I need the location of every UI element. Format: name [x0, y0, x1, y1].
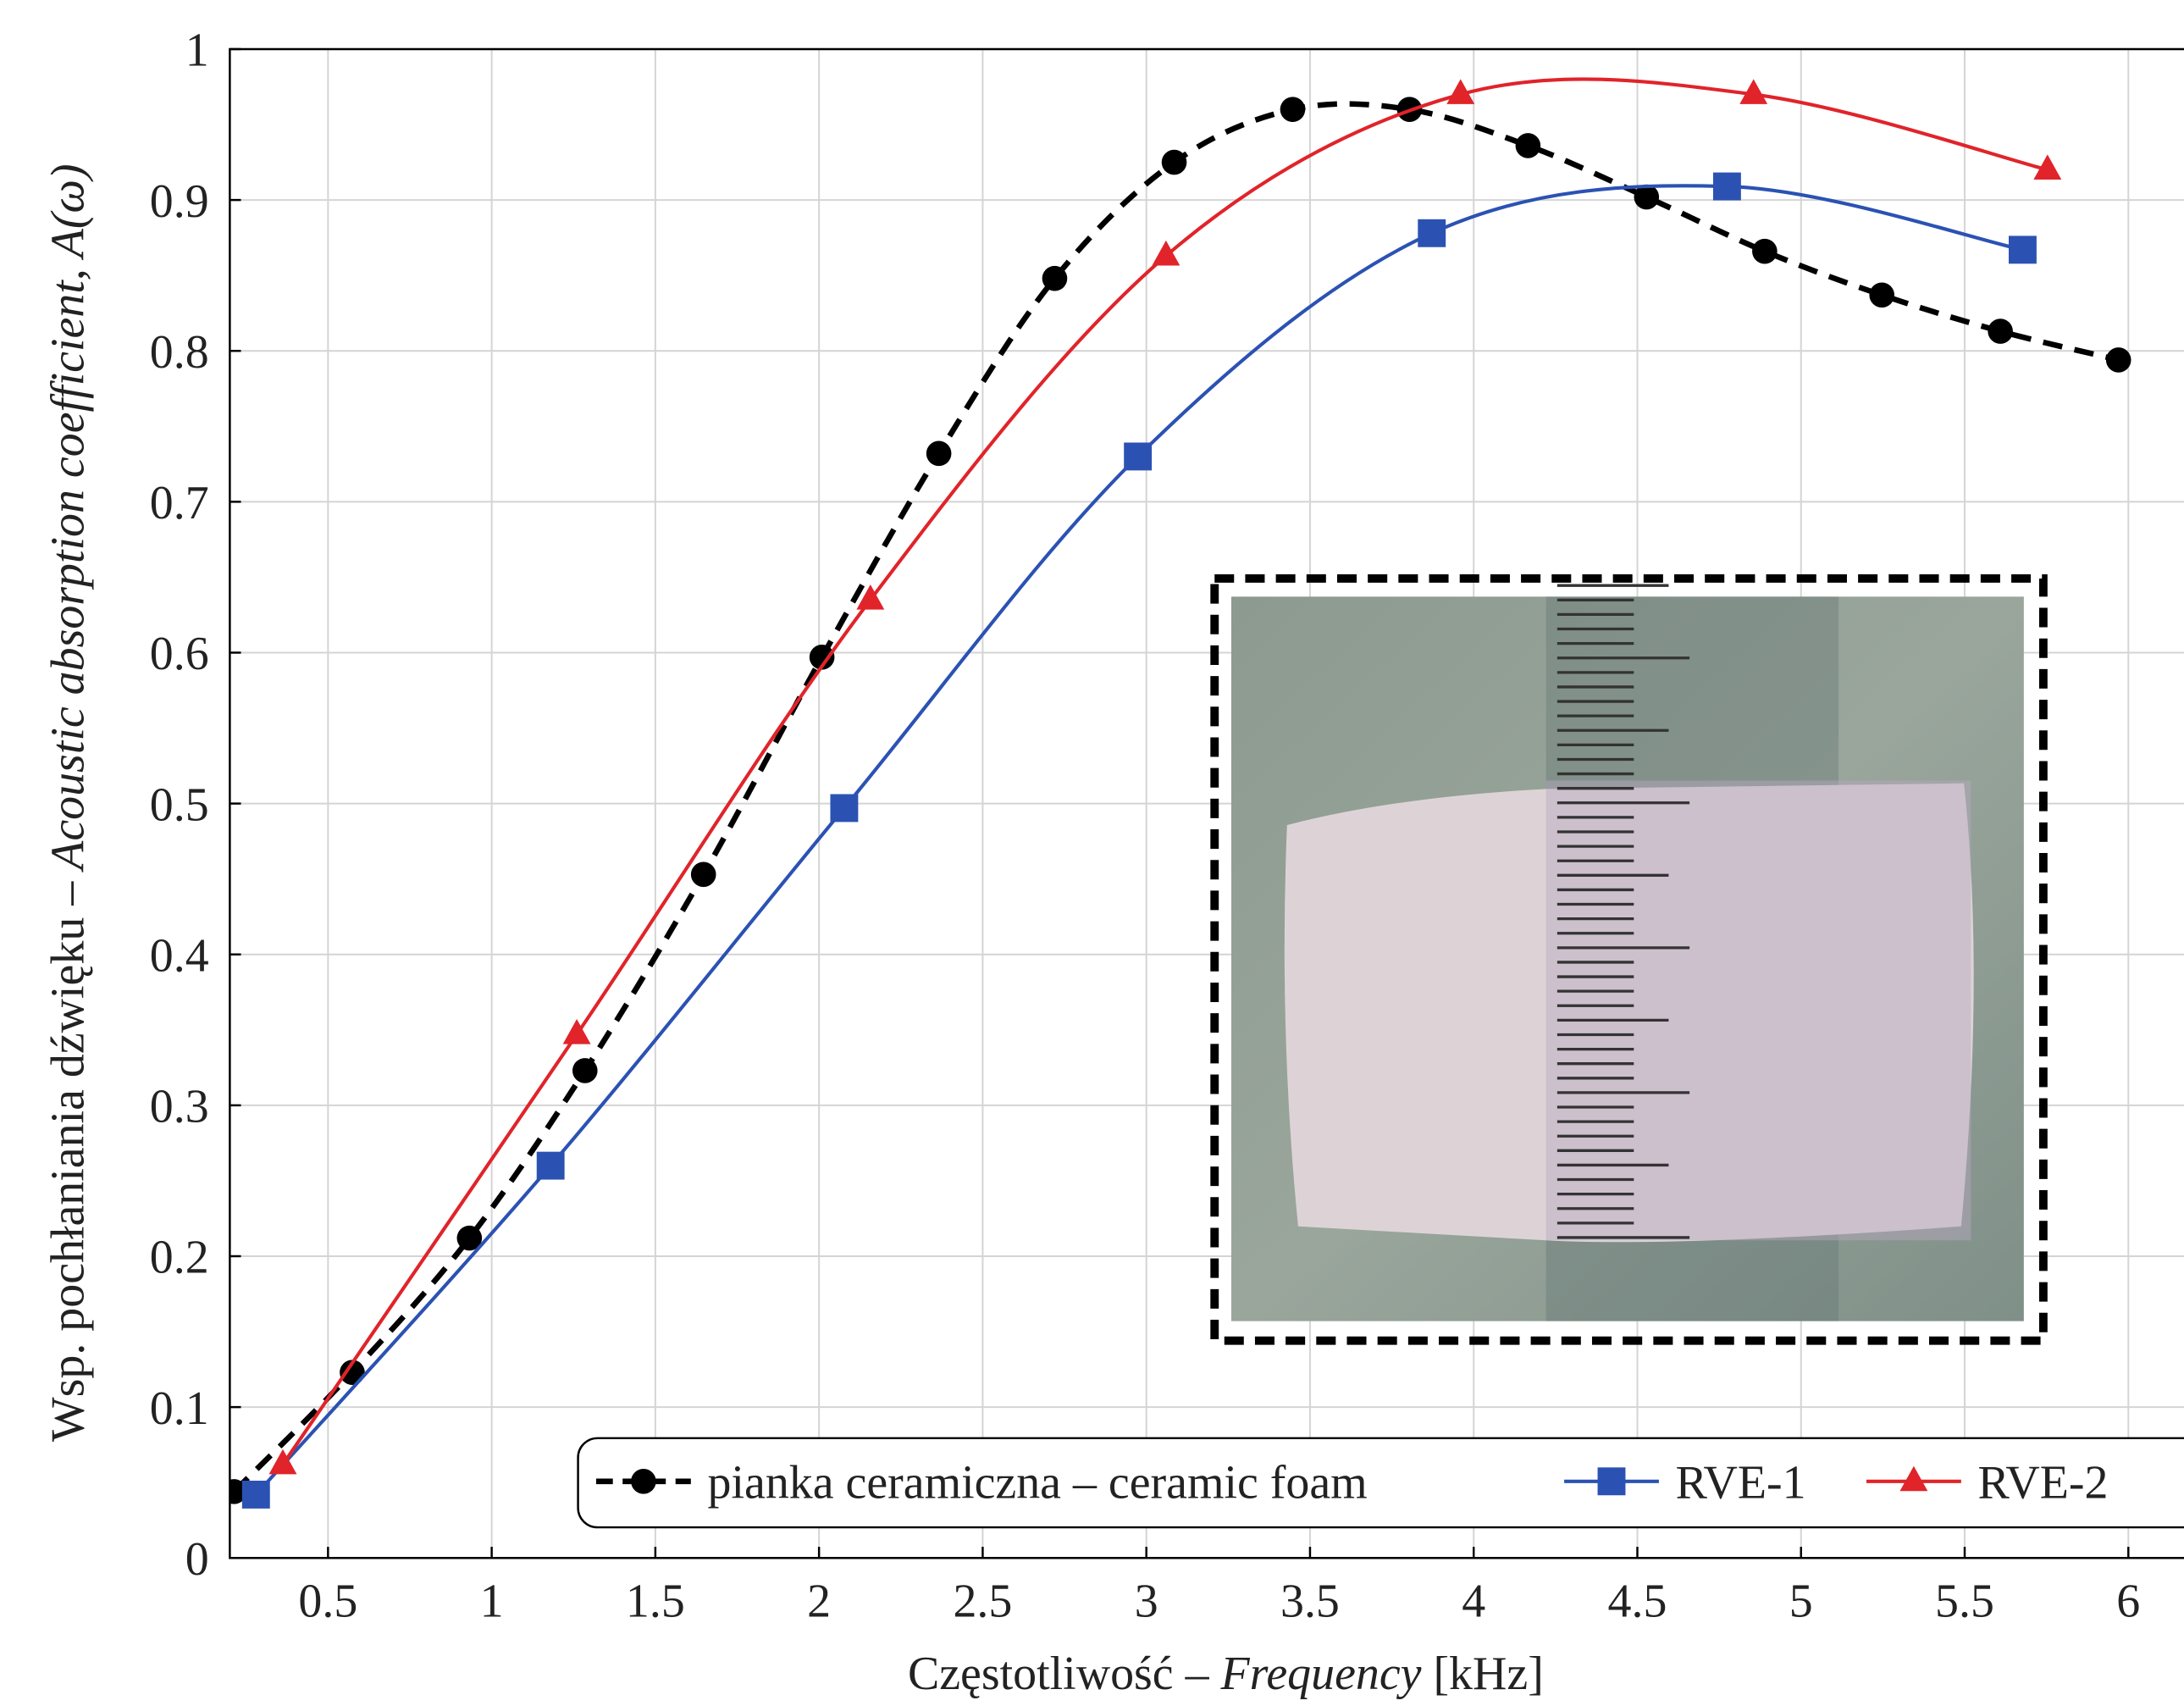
data-point — [268, 1448, 297, 1475]
y-tick-label: 0.2 — [150, 1232, 209, 1284]
legend-label: pianka ceramiczna – ceramic foam — [708, 1457, 1368, 1509]
inset-border — [1210, 574, 2048, 1345]
x-tick-label: 1.5 — [626, 1575, 685, 1627]
legend-box — [577, 1437, 2184, 1529]
series-line — [281, 77, 2049, 1465]
data-point — [926, 440, 952, 467]
data-point — [1124, 442, 1153, 471]
plot-area — [229, 77, 2131, 1509]
data-point — [456, 1225, 483, 1251]
y-label-en: Acoustic absorption coefficient, A(ω) — [42, 163, 95, 872]
y-label-pl: Wsp. pochłaniania dźwięku – — [42, 870, 95, 1442]
data-point — [1988, 318, 2013, 344]
y-tick-label: 0.1 — [150, 1382, 209, 1435]
x-tick-label: 6 — [2116, 1575, 2140, 1627]
data-point — [830, 794, 859, 823]
data-point — [1042, 265, 1068, 291]
foam-sample — [1284, 783, 1974, 1243]
y-tick-label: 0 — [185, 1533, 209, 1586]
x-label-unit: [kHz] — [1421, 1648, 1543, 1700]
data-point — [572, 1058, 598, 1083]
data-point — [1280, 97, 1306, 123]
data-point — [340, 1360, 365, 1385]
data-point — [690, 861, 716, 888]
data-point — [2008, 235, 2037, 264]
data-point — [1161, 149, 1187, 175]
data-point — [809, 645, 835, 670]
y-tick-label: 0.4 — [150, 929, 209, 982]
x-tick-label: 4.5 — [1608, 1575, 1667, 1627]
legend-marker — [631, 1468, 656, 1494]
data-point — [562, 1019, 591, 1044]
data-point — [536, 1151, 565, 1180]
data-point — [856, 584, 885, 610]
y-tick-label: 0.7 — [150, 477, 209, 529]
x-tick-label: 4 — [1462, 1575, 1485, 1627]
data-point — [1712, 172, 1741, 201]
data-point — [2105, 347, 2131, 373]
ticks: 0.5 1 1.5 2 2.5 3 3.5 4 4.5 5 5.5 6 0 0.1 0.2 0.3 0.4 0.5… — [150, 25, 2140, 1628]
data-point — [1446, 79, 1475, 104]
data-point — [2033, 154, 2062, 180]
x-tick-label: 3 — [1135, 1575, 1158, 1627]
data-point — [1515, 133, 1541, 158]
x-label-en: Frequency — [1220, 1648, 1422, 1700]
x-tick-label: 5 — [1789, 1575, 1813, 1627]
ruler-overlay — [1545, 780, 1971, 1241]
x-tick-label: 1 — [480, 1575, 504, 1627]
inset-photo — [1210, 574, 2048, 1345]
y-tick-label: 1 — [185, 25, 209, 77]
legend-marker — [1899, 1465, 1928, 1492]
y-tick-label: 0.3 — [150, 1081, 209, 1133]
x-tick-label: 2 — [807, 1575, 831, 1627]
data-point — [1634, 184, 1660, 210]
series-line — [232, 101, 2120, 1494]
x-tick-label: 5.5 — [1935, 1575, 1994, 1627]
legend-label: RVE-2 — [1978, 1457, 2109, 1509]
y-tick-label: 0.9 — [150, 175, 209, 228]
x-tick-label: 3.5 — [1280, 1575, 1340, 1627]
x-tick-label: 2.5 — [953, 1575, 1012, 1627]
legend-label: RVE-1 — [1676, 1457, 1806, 1509]
y-tick-label: 0.5 — [150, 778, 209, 831]
legend-marker — [1597, 1467, 1626, 1496]
data-point — [1752, 238, 1778, 264]
x-axis-label: Częstotliwość – Frequency [kHz] — [908, 1648, 1544, 1700]
x-tick-label: 0.5 — [298, 1575, 357, 1627]
y-tick-label: 0.6 — [150, 628, 209, 680]
y-axis-label: Wsp. pochłaniania dźwięku – Acoustic abs… — [42, 163, 95, 1442]
x-label-pl: Częstotliwość – — [908, 1648, 1221, 1700]
data-point — [1739, 79, 1768, 104]
data-point — [241, 1480, 270, 1509]
ruler-ticks — [1556, 584, 1690, 1239]
data-point — [1418, 219, 1446, 247]
data-point — [1869, 282, 1895, 308]
data-point — [1152, 240, 1180, 266]
legend: pianka ceramiczna – ceramic foam RVE-1 RVE… — [577, 1437, 2184, 1529]
y-tick-label: 0.8 — [150, 326, 209, 379]
